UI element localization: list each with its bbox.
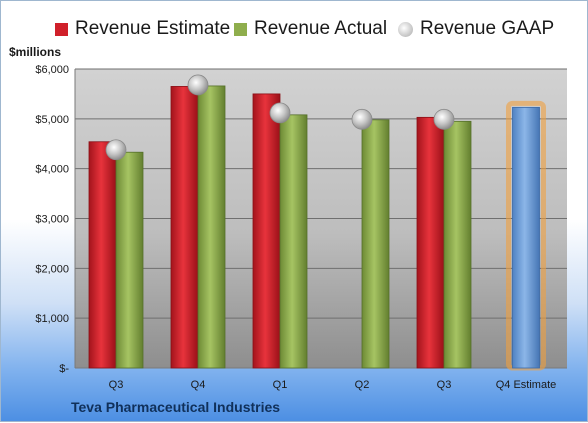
y-axis-unit-label: $millions [9,45,62,59]
x-tick-label: Q3 [437,379,452,391]
legend-swatch-revenue-gaap [398,21,413,37]
gaap-markers [105,74,455,161]
bar-revenue-actual [443,120,472,369]
marker-revenue-gaap [187,74,209,96]
legend-swatch-revenue-actual [234,22,247,36]
x-tick-label: Q1 [273,379,288,391]
bar-revenue-estimate [252,93,281,369]
bar-revenue-estimate [416,116,445,369]
legend-label-revenue-estimate: Revenue Estimate [75,18,231,39]
gridlines [74,68,567,369]
bar-q4-estimate [512,106,540,369]
x-axis-ticks: Q3 Q4 Q1 Q2 Q3 Q4 Estimate [109,379,557,391]
legend-swatch-revenue-estimate [55,22,68,36]
y-tick-label: $5,000 [35,114,69,126]
x-tick-label: Q4 Estimate [496,379,557,391]
y-tick-label: $2,000 [35,263,69,275]
x-tick-label: Q2 [355,379,370,391]
bar-revenue-estimate [88,141,117,369]
company-name: Teva Pharmaceutical Industries [71,399,281,415]
y-tick-label: $4,000 [35,164,69,176]
marker-revenue-gaap [433,108,455,130]
y-tick-label: $3,000 [35,214,69,226]
bar-revenue-actual [197,85,226,369]
y-tick-label: $6,000 [35,64,69,76]
y-tick-label: $1,000 [35,313,69,325]
legend-item-revenue-actual: Revenue Actual [234,15,387,43]
marker-revenue-gaap [105,139,127,161]
y-axis-ticks: $- $1,000 $2,000 $3,000 $4,000 $5,000 $6,000 [35,64,69,375]
x-tick-label: Q4 [191,379,206,391]
bar-revenue-actual [361,119,390,369]
bar-revenue-actual [115,151,144,369]
marker-revenue-gaap [351,108,373,130]
bar-revenue-actual [279,114,308,369]
marker-revenue-gaap [269,102,291,124]
bars [88,85,546,371]
legend-label-revenue-actual: Revenue Actual [254,18,388,39]
legend-label-revenue-gaap: Revenue GAAP [420,18,555,39]
legend: Revenue Estimate Revenue Actual Revenue … [1,15,588,43]
y-tick-label: $- [59,363,69,375]
legend-item-revenue-estimate: Revenue Estimate [55,15,230,43]
legend-item-revenue-gaap: Revenue GAAP [398,15,554,43]
x-tick-label: Q3 [109,379,124,391]
bar-revenue-estimate [170,86,199,369]
